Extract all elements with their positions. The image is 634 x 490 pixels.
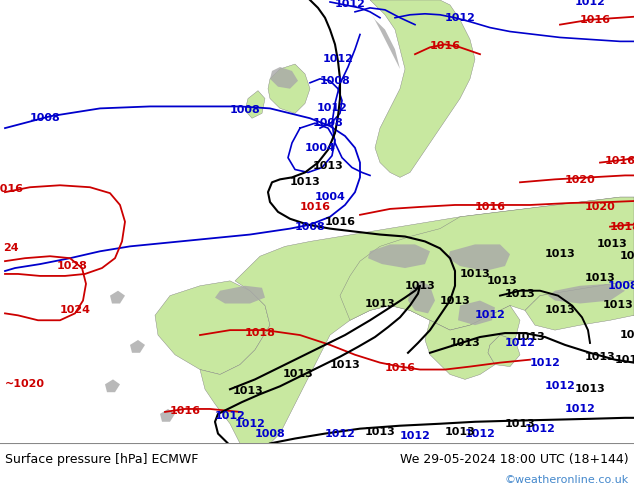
Text: 1016: 1016: [429, 41, 460, 51]
Polygon shape: [160, 409, 175, 422]
Text: 1016: 1016: [0, 184, 23, 194]
Text: 1012: 1012: [505, 338, 536, 348]
Text: 1016: 1016: [169, 406, 200, 416]
Text: We 29-05-2024 18:00 UTC (18+144): We 29-05-2024 18:00 UTC (18+144): [401, 453, 629, 466]
Text: 1008: 1008: [607, 281, 634, 291]
Text: 1016: 1016: [325, 217, 356, 227]
Text: 1013: 1013: [619, 251, 634, 261]
Text: 1013: 1013: [614, 355, 634, 365]
Text: 1013: 1013: [233, 386, 263, 396]
Text: 1013: 1013: [585, 352, 616, 362]
Text: 1013: 1013: [460, 269, 490, 279]
Text: 1012: 1012: [475, 310, 505, 320]
Text: 1016: 1016: [604, 156, 634, 166]
Polygon shape: [268, 64, 310, 113]
Polygon shape: [155, 281, 270, 374]
Text: 1013: 1013: [313, 161, 344, 171]
Text: 1013: 1013: [505, 419, 535, 429]
Text: 1024: 1024: [60, 305, 91, 316]
Text: 1013: 1013: [439, 295, 470, 306]
Text: 1012: 1012: [323, 54, 353, 64]
Text: 1012: 1012: [335, 0, 365, 9]
Text: ©weatheronline.co.uk: ©weatheronline.co.uk: [505, 475, 629, 485]
Text: 1012: 1012: [399, 431, 430, 441]
Text: Surface pressure [hPa] ECMWF: Surface pressure [hPa] ECMWF: [5, 453, 198, 466]
Polygon shape: [130, 340, 145, 353]
Polygon shape: [370, 0, 475, 177]
Text: 1004: 1004: [304, 143, 335, 153]
Text: 1018: 1018: [609, 221, 634, 232]
Polygon shape: [245, 91, 265, 118]
Text: 1012: 1012: [444, 13, 476, 23]
Text: 1008: 1008: [295, 221, 325, 232]
Text: 1013: 1013: [290, 177, 320, 187]
Polygon shape: [372, 15, 400, 148]
Text: 1013: 1013: [444, 427, 476, 437]
Polygon shape: [458, 300, 495, 325]
Text: 1018: 1018: [245, 328, 275, 338]
Text: 1012: 1012: [465, 429, 495, 439]
Text: 1020: 1020: [585, 202, 616, 212]
Polygon shape: [548, 284, 625, 303]
Text: 1012: 1012: [574, 0, 605, 7]
Text: 1012: 1012: [529, 358, 560, 368]
Polygon shape: [110, 291, 125, 303]
Text: 1013: 1013: [545, 249, 576, 259]
Text: 1012: 1012: [235, 419, 266, 429]
Text: 1013: 1013: [597, 240, 628, 249]
Text: 1012: 1012: [316, 103, 347, 113]
Text: 1008: 1008: [255, 429, 285, 439]
Text: 1004: 1004: [314, 192, 346, 202]
Text: 1008: 1008: [30, 113, 60, 123]
Text: ~1020: ~1020: [5, 379, 45, 390]
Text: 1008: 1008: [313, 118, 344, 128]
Text: 1012: 1012: [524, 424, 555, 434]
Text: 1013: 1013: [505, 289, 535, 299]
Polygon shape: [425, 305, 520, 379]
Text: 1012: 1012: [619, 330, 634, 340]
Text: 1008: 1008: [320, 76, 351, 86]
Text: 24: 24: [3, 244, 18, 253]
Text: 1016: 1016: [384, 363, 415, 372]
Polygon shape: [368, 245, 430, 268]
Text: 1013: 1013: [404, 281, 436, 291]
Text: 1012: 1012: [545, 381, 576, 392]
Text: 1016: 1016: [579, 15, 611, 24]
Text: 1013: 1013: [283, 369, 313, 379]
Polygon shape: [488, 335, 520, 367]
Polygon shape: [448, 245, 510, 271]
Text: 1016: 1016: [474, 202, 505, 212]
Polygon shape: [105, 379, 120, 392]
Text: 1013: 1013: [574, 384, 605, 394]
Polygon shape: [408, 281, 435, 314]
Text: 1012: 1012: [564, 404, 595, 414]
Polygon shape: [200, 197, 634, 443]
Text: 1012: 1012: [214, 411, 245, 421]
Polygon shape: [270, 67, 298, 89]
Text: 1013: 1013: [603, 300, 633, 311]
Polygon shape: [340, 197, 634, 330]
Text: 1012: 1012: [325, 429, 356, 439]
Text: 1013: 1013: [365, 298, 396, 309]
Text: 1020: 1020: [565, 175, 595, 185]
Text: 1016: 1016: [299, 202, 330, 212]
Polygon shape: [525, 281, 634, 330]
Text: 1013: 1013: [585, 273, 616, 283]
Text: 1013: 1013: [545, 305, 576, 316]
Text: 1013: 1013: [515, 332, 545, 342]
Text: 1013: 1013: [365, 427, 396, 437]
Text: 1008: 1008: [230, 105, 261, 115]
Text: 1013: 1013: [487, 276, 517, 286]
Text: 1013: 1013: [450, 338, 481, 348]
Polygon shape: [215, 286, 265, 303]
Text: 1028: 1028: [56, 261, 87, 271]
Text: 1013: 1013: [330, 360, 360, 369]
